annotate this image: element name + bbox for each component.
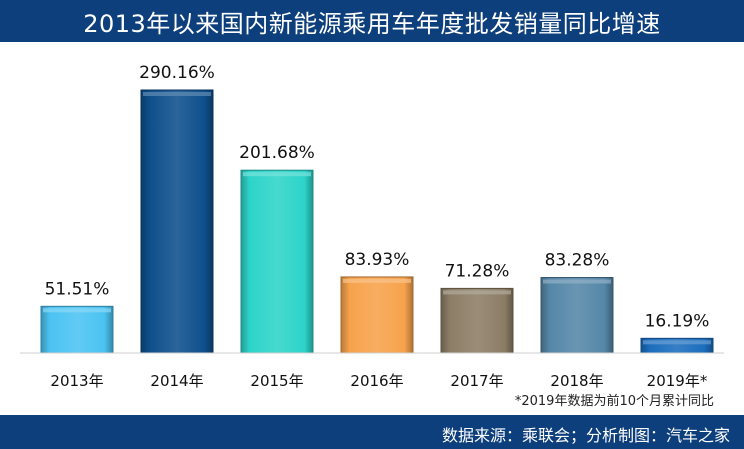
data-label: 201.68%: [239, 143, 315, 163]
data-label: 71.28%: [445, 261, 510, 281]
bar-highlight: [343, 278, 411, 283]
bar-2018年: [540, 277, 614, 354]
page-title: 2013年以来国内新能源乘用车年度批发销量同比增速: [83, 9, 661, 38]
bar-2017年: [440, 287, 514, 354]
bar-2014年: [140, 89, 214, 354]
data-label: 51.51%: [45, 279, 110, 299]
bar-2013年: [40, 305, 114, 354]
bar-highlight: [143, 92, 211, 96]
bar-2015年: [240, 169, 314, 354]
x-tick-label: 2013年: [50, 372, 103, 390]
title-bar: 2013年以来国内新能源乘用车年度批发销量同比增速: [0, 0, 744, 42]
x-tick-label: 2017年: [450, 372, 503, 390]
bar-highlight: [543, 279, 611, 284]
bar-highlight: [643, 340, 711, 345]
bar-highlight: [43, 308, 111, 313]
bars-layer: [40, 89, 714, 354]
data-label: 83.28%: [545, 251, 610, 271]
data-label: 83.93%: [345, 250, 410, 270]
bar-highlight: [443, 290, 511, 295]
x-tick-label: 2016年: [350, 372, 403, 390]
bar-2016年: [340, 276, 414, 354]
footer-bar: 数据来源：乘联会；分析制图：汽车之家: [0, 415, 744, 449]
data-label: 290.16%: [139, 63, 215, 83]
x-tick-label: 2015年: [250, 372, 303, 390]
footnote: *2019年数据为前10个月累计同比: [514, 394, 714, 409]
labels-layer: 51.51% 2013年 290.16% 2014年 201.68% 2015年 83.93…: [45, 63, 710, 390]
bar-highlight: [243, 172, 311, 177]
data-label: 16.19%: [645, 311, 710, 331]
bar-chart: 51.51% 2013年 290.16% 2014年 201.68% 2015年 83.93…: [20, 63, 724, 390]
x-tick-label: 2019年*: [647, 372, 708, 390]
x-tick-label: 2018年: [550, 372, 603, 390]
source-text: 数据来源：乘联会；分析制图：汽车之家: [441, 426, 730, 445]
x-tick-label: 2014年: [150, 372, 203, 390]
